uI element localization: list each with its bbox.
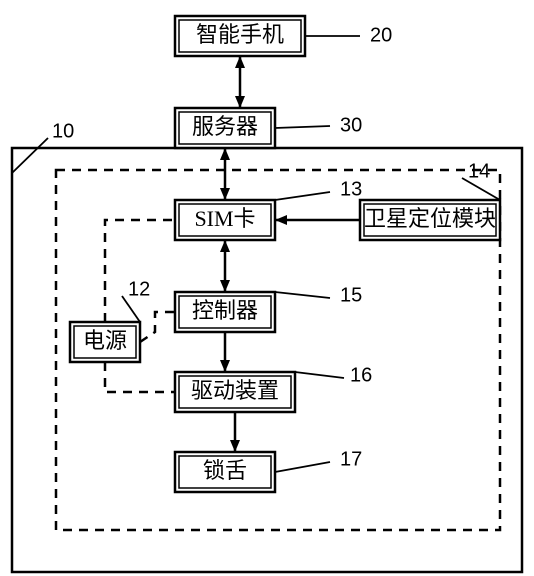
ref-label: 30 <box>340 114 362 136</box>
node-bolt-label: 锁舌 <box>203 458 247 483</box>
ref-label: 10 <box>52 120 74 142</box>
node-power-label: 电源 <box>83 328 127 353</box>
leader <box>12 138 48 173</box>
arrowhead <box>275 215 287 225</box>
node-ctrl-label: 控制器 <box>192 298 258 323</box>
arrowhead <box>235 56 245 68</box>
ref-label: 13 <box>340 178 362 200</box>
ref-label: 16 <box>350 364 372 386</box>
node-gps-label: 卫星定位模块 <box>364 206 496 231</box>
power-line <box>105 220 175 322</box>
leader <box>275 462 330 472</box>
arrowhead <box>220 148 230 160</box>
leader <box>275 192 330 200</box>
leader <box>275 292 330 298</box>
arrowhead <box>235 96 245 108</box>
ref-label: 15 <box>340 284 362 306</box>
node-drive-label: 驱动装置 <box>191 378 279 403</box>
arrowhead <box>230 440 240 452</box>
ref-label: 14 <box>468 160 490 182</box>
arrowhead <box>220 360 230 372</box>
leader <box>275 126 330 128</box>
ref-label: 12 <box>128 278 150 300</box>
power-line <box>105 362 175 392</box>
arrowhead <box>220 240 230 252</box>
arrowhead <box>220 188 230 200</box>
leader <box>295 372 344 378</box>
node-phone-label: 智能手机 <box>196 22 284 47</box>
arrowhead <box>220 280 230 292</box>
ref-label: 17 <box>340 448 362 470</box>
node-sim-label: SIM卡 <box>194 206 255 231</box>
ref-label: 20 <box>370 24 392 46</box>
node-server-label: 服务器 <box>192 114 258 139</box>
power-line <box>140 312 175 342</box>
